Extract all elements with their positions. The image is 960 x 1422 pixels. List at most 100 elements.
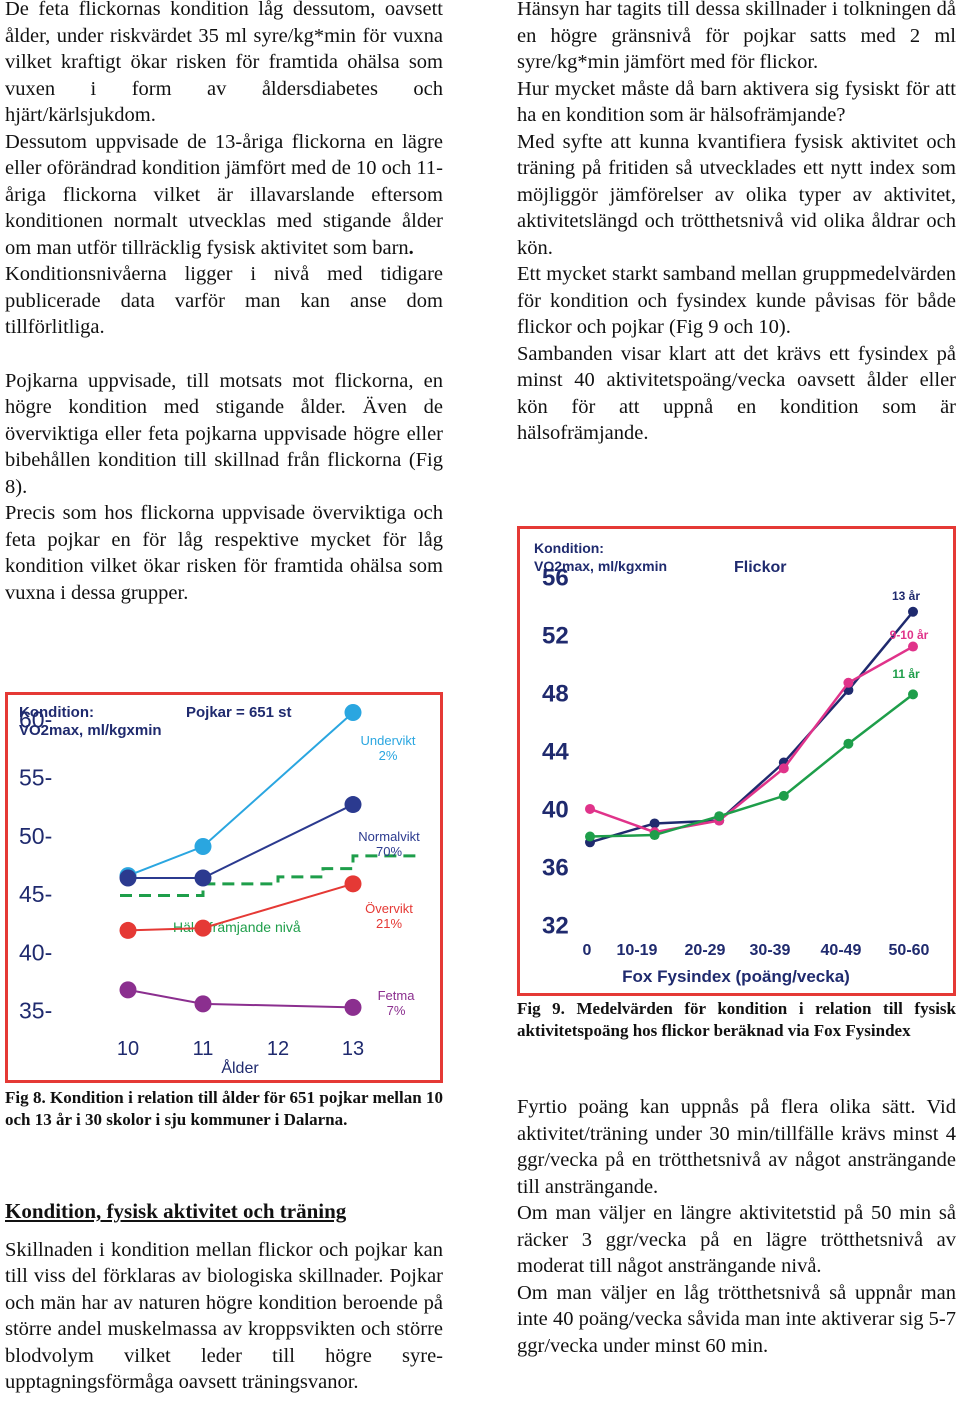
y-tick-label: 48 [542,681,569,708]
paragraph: Konditionsnivåerna ligger i nivå med tid… [5,263,443,338]
data-point-fetma [119,981,137,999]
paragraph: Med syfte att kunna kvantifiera fysisk a… [517,130,956,259]
y-tick-label: 40 [542,797,569,824]
series-line-13-r [589,610,914,844]
reference-line [120,854,421,897]
data-point-normalvikt [344,796,362,814]
series-percentage: 70% [376,844,402,859]
y-tick-label: 40- [19,939,52,965]
series-percentage: 2% [379,748,398,763]
data-point-fetma [344,998,362,1016]
fig9-chart: Kondition: VO2max, ml/kgxmin Flickor 56 52 48… [517,526,956,996]
data-point-9-10-r [908,641,918,652]
x-tick-label: 13 [342,1038,364,1060]
series-line-11-r [589,693,914,838]
y-tick-label: 50- [19,823,52,849]
x-tick-label: 40-49 [821,942,862,959]
data-point-vervikt [344,875,362,893]
x-tick-label: 0 [583,942,592,959]
y-tick-label: 36 [542,855,569,882]
paragraph: Fyrtio poäng kan uppnås på flera olika s… [517,1096,956,1198]
data-point-normalvikt [194,869,212,887]
y-axis-label: VO2max, ml/kgxmin [534,558,667,574]
paragraph: Dessutom uppvisade de 13-åriga flickorna… [5,129,443,262]
fig9-chart-svg: Kondition: VO2max, ml/kgxmin Flickor 56 52 48… [534,540,930,986]
reference-label: Hälsofrämjande nivå [173,919,301,935]
series-percentage: 7% [387,1003,406,1018]
right-column-top: Hänsyn har tagits till dessa skillnader … [517,0,956,447]
fig8-chart: Kondition: VO2max, ml/kgxmin Pojkar = 651 … [5,692,443,1083]
data-point-9-10-r [585,803,595,814]
series-line-normalvikt [128,803,354,879]
series-line-fetma [127,988,354,1009]
y-tick-label: 45- [19,881,52,907]
x-tick-label: 10 [117,1038,139,1060]
data-point-11-r [585,831,595,842]
data-point-11-r [908,689,918,700]
data-point-11-r [843,738,854,749]
section-kondition: Kondition, fysisk aktivitet och träning … [5,1198,443,1396]
paragraph-text: Dessutom uppvisade de 13-åriga flickorna… [5,130,443,259]
paragraph: Ett mycket starkt samband mellan gruppme… [517,263,956,338]
x-axis-label: Ålder [221,1058,259,1077]
data-point-13-r [649,818,660,829]
y-tick-label: 35- [19,998,52,1024]
fig8-caption: Fig 8. Kondition i relation till ålder f… [5,1088,443,1129]
y-tick-label: 44 [542,739,569,766]
series-line-9-10-r [589,645,914,834]
x-tick-label: 30-39 [750,942,791,959]
y-tick-label: 56 [542,565,569,592]
paragraph: Sambanden visar klart att det krävs ett … [517,342,956,445]
x-tick-label: 12 [267,1038,289,1060]
paragraph: Skillnaden i kondition mellan flickor oc… [5,1238,443,1394]
paragraph: Hur mycket måste då barn aktivera sig fy… [517,77,956,127]
data-point-11-r [649,830,660,841]
series-label: Övervikt [365,901,413,916]
y-axis-label: VO2max, ml/kgxmin [19,722,162,739]
y-axis-label: Kondition: [534,540,604,556]
chart-title: Flickor [734,559,786,576]
data-point-11-r [714,811,725,822]
x-axis-label: Fox Fysindex (poäng/vecka) [622,967,850,986]
left-column-top: De feta flickornas kondition låg dessuto… [5,0,443,606]
x-tick-label: 11 [193,1038,214,1060]
paragraph: Om man väljer en låg trötthetsnivå så up… [517,1281,956,1357]
chart-title: Pojkar = 651 st [186,704,291,721]
y-tick-label: 60- [19,706,52,732]
data-point-11-r [778,790,789,801]
paragraph: Precis som hos flickorna uppvisade överv… [5,502,443,604]
y-axis-label: Kondition: [19,704,94,721]
data-point-9-10-r [843,677,854,688]
series-label: 11 år [892,667,920,681]
paragraph: Hänsyn har tagits till dessa skillnader … [517,0,956,73]
series-label: Normalvikt [358,829,420,844]
section-heading: Kondition, fysisk aktivitet och träning [5,1199,347,1223]
data-point-13-r [908,606,918,617]
y-tick-label: 52 [542,623,569,650]
data-point-normalvikt [119,869,137,887]
data-point-vervikt [194,919,212,937]
series-percentage: 21% [376,916,402,931]
series-label: 9-10 år [890,628,929,642]
data-point-undervikt [344,703,362,721]
paragraph: De feta flickornas kondition låg dessuto… [5,0,443,126]
paragraph: Pojkarna uppvisade, till motsats mot fli… [5,369,443,498]
y-tick-label: 55- [19,765,52,791]
series-label: Undervikt [361,733,416,748]
paragraph-end-bold: . [408,236,414,259]
series-line-undervikt [127,711,354,877]
paragraph: Om man väljer en längre aktivitetstid på… [517,1202,956,1277]
fig9-caption: Fig 9. Medelvärden för kondition i relat… [517,999,956,1040]
x-tick-label: 20-29 [685,942,726,959]
y-tick-label: 32 [542,913,569,940]
fig8-chart-svg: Kondition:VO2max, ml/kgxmin Pojkar = 651 … [19,703,421,1077]
series-label: Fetma [378,988,416,1003]
data-point-fetma [194,995,212,1013]
x-tick-label: 50-60 [889,942,930,959]
x-tick-label: 10-19 [617,942,658,959]
data-point-9-10-r [778,763,789,774]
data-point-vervikt [119,921,137,939]
data-point-undervikt [194,838,212,856]
right-column-bottom: Fyrtio poäng kan uppnås på flera olika s… [517,1094,956,1359]
series-label: 13 år [892,589,920,603]
